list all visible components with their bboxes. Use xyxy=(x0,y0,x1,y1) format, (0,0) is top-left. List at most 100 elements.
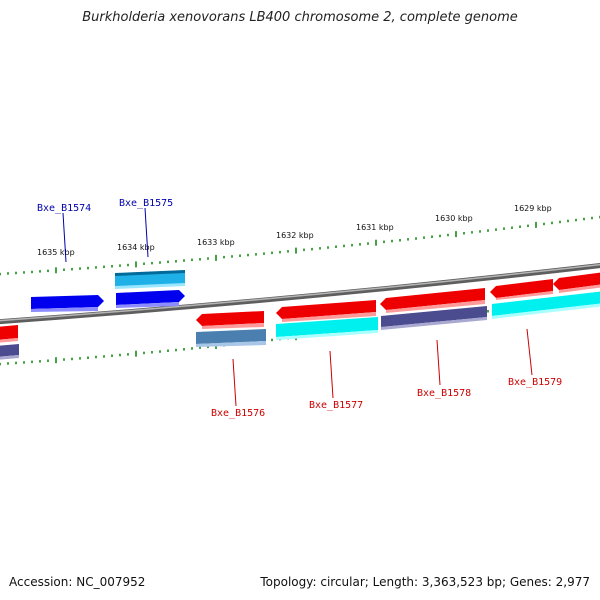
outer-ring-minor-tick xyxy=(551,221,553,225)
outer-ring-minor-tick xyxy=(63,268,65,271)
outer-ring-minor-tick xyxy=(255,253,257,256)
outer-ring-minor-tick xyxy=(479,230,481,233)
outer-ring-minor-tick xyxy=(407,238,409,241)
tick-label-1630: 1630 kbp xyxy=(435,214,473,223)
gene-label-bxe-b1579[interactable]: Bxe_B1579 xyxy=(508,377,562,388)
outer-ring-minor-tick xyxy=(519,225,521,228)
outer-ring-minor-tick xyxy=(167,260,169,264)
outer-ring-minor-tick xyxy=(127,263,129,267)
outer-ring-minor-tick xyxy=(223,255,225,259)
outer-ring-minor-tick xyxy=(111,265,113,268)
outer-ring-minor-tick xyxy=(95,266,97,269)
outer-ring-minor-tick xyxy=(367,242,369,245)
inner-ring-major-tick xyxy=(55,357,57,364)
outer-ring-minor-tick xyxy=(391,239,393,243)
gene-bxe-b1579[interactable] xyxy=(490,272,600,319)
inner-ring-minor-tick xyxy=(79,357,81,360)
outer-ring-minor-tick xyxy=(279,250,281,254)
outer-ring-major-tick xyxy=(215,254,217,261)
inner-ring-minor-tick xyxy=(63,358,65,361)
gene-bxe-b1577[interactable] xyxy=(276,300,378,340)
gene-bxe-b1576[interactable] xyxy=(196,311,266,347)
outer-ring-minor-tick xyxy=(119,264,121,267)
outer-ring-minor-tick xyxy=(463,232,465,235)
inner-ring-minor-tick xyxy=(159,350,161,353)
tick-label-1635: 1635 kbp xyxy=(37,248,75,257)
outer-ring-minor-tick xyxy=(71,267,73,271)
inner-ring-minor-tick xyxy=(119,353,121,357)
outer-ring-minor-tick xyxy=(7,272,9,275)
outer-ring-minor-tick xyxy=(447,233,449,237)
outer-ring-minor-tick xyxy=(567,219,569,223)
outer-ring-minor-tick xyxy=(543,222,545,226)
inner-ring-minor-tick xyxy=(31,360,33,364)
genome-summary-text: Topology: circular; Length: 3,363,523 bp… xyxy=(260,575,590,589)
chromosome-backbone xyxy=(0,263,600,325)
outer-ring-major-tick xyxy=(375,239,377,246)
gene-label-bxe-b1575[interactable]: Bxe_B1575 xyxy=(119,198,173,209)
outer-ring-minor-tick xyxy=(239,254,241,257)
inner-ring-minor-tick xyxy=(199,346,201,349)
outer-ring-minor-tick xyxy=(87,266,89,270)
outer-ring-major-tick xyxy=(535,221,537,228)
tick-label-1633: 1633 kbp xyxy=(197,238,235,247)
inner-ring-minor-tick xyxy=(167,349,169,352)
inner-ring-minor-tick xyxy=(47,359,49,362)
outer-ring-major-tick xyxy=(295,247,297,254)
outer-ring-minor-tick xyxy=(143,262,145,265)
gene-bxe-b1575[interactable] xyxy=(115,270,185,308)
outer-ring-minor-tick xyxy=(399,239,401,242)
inner-ring-minor-tick xyxy=(487,310,489,313)
outer-ring-minor-tick xyxy=(415,237,417,240)
outer-ring-minor-tick xyxy=(383,240,385,244)
inner-ring-minor-tick xyxy=(15,361,17,365)
inner-ring-minor-tick xyxy=(143,351,145,355)
gene-label-bxe-b1574[interactable]: Bxe_B1574 xyxy=(37,203,91,214)
gene-label-bxe-b1578[interactable]: Bxe_B1578 xyxy=(417,388,471,399)
outer-ring-minor-tick xyxy=(327,246,329,249)
outer-ring-minor-tick xyxy=(23,271,25,274)
outer-ring-minor-tick xyxy=(231,255,233,258)
inner-ring-minor-tick xyxy=(127,353,129,356)
gene-left-partial[interactable] xyxy=(0,325,19,360)
outer-ring-minor-tick xyxy=(159,261,161,264)
gene-label-bxe-b1577[interactable]: Bxe_B1577 xyxy=(309,400,363,411)
outer-ring-minor-tick xyxy=(471,231,473,234)
inner-ring-minor-tick xyxy=(103,355,105,358)
gene-bxe-b1578[interactable] xyxy=(380,288,487,330)
outer-ring-minor-tick xyxy=(527,224,529,228)
outer-ring-minor-tick xyxy=(191,258,193,262)
inner-ring-minor-tick xyxy=(87,356,89,359)
tick-label-1631: 1631 kbp xyxy=(356,223,394,232)
tick-label-1634: 1634 kbp xyxy=(117,243,155,252)
gene-bxe-b1574[interactable] xyxy=(31,295,104,312)
inner-ring-minor-tick xyxy=(271,338,273,342)
inner-ring-major-tick xyxy=(135,350,137,357)
tick-label-1629: 1629 kbp xyxy=(514,204,552,213)
outer-ring-minor-tick xyxy=(351,243,353,247)
outer-ring-minor-tick xyxy=(39,270,41,273)
outer-ring-minor-tick xyxy=(431,235,433,238)
outer-ring-minor-tick xyxy=(511,226,513,229)
inner-ring-minor-tick xyxy=(111,354,113,357)
inner-ring-minor-tick xyxy=(95,355,97,359)
outer-ring-minor-tick xyxy=(199,258,201,261)
inner-ring-minor-tick xyxy=(183,348,185,351)
gene-label-bxe-b1576[interactable]: Bxe_B1576 xyxy=(211,408,265,419)
outer-ring-major-tick xyxy=(55,267,57,274)
outer-tick-ring xyxy=(0,215,600,276)
inner-ring-minor-tick xyxy=(175,348,177,352)
label-leaders xyxy=(62,207,533,407)
outer-ring-minor-tick xyxy=(247,253,249,257)
inner-ring-minor-tick xyxy=(151,351,153,354)
outer-ring-major-tick xyxy=(455,231,457,238)
outer-ring-minor-tick xyxy=(79,267,81,270)
outer-ring-minor-tick xyxy=(495,228,497,231)
outer-ring-minor-tick xyxy=(271,251,273,255)
inner-ring-minor-tick xyxy=(0,362,1,366)
accession-text: Accession: NC_007952 xyxy=(9,575,146,589)
inner-ring-minor-tick xyxy=(207,345,209,349)
outer-ring-minor-tick xyxy=(175,260,177,263)
